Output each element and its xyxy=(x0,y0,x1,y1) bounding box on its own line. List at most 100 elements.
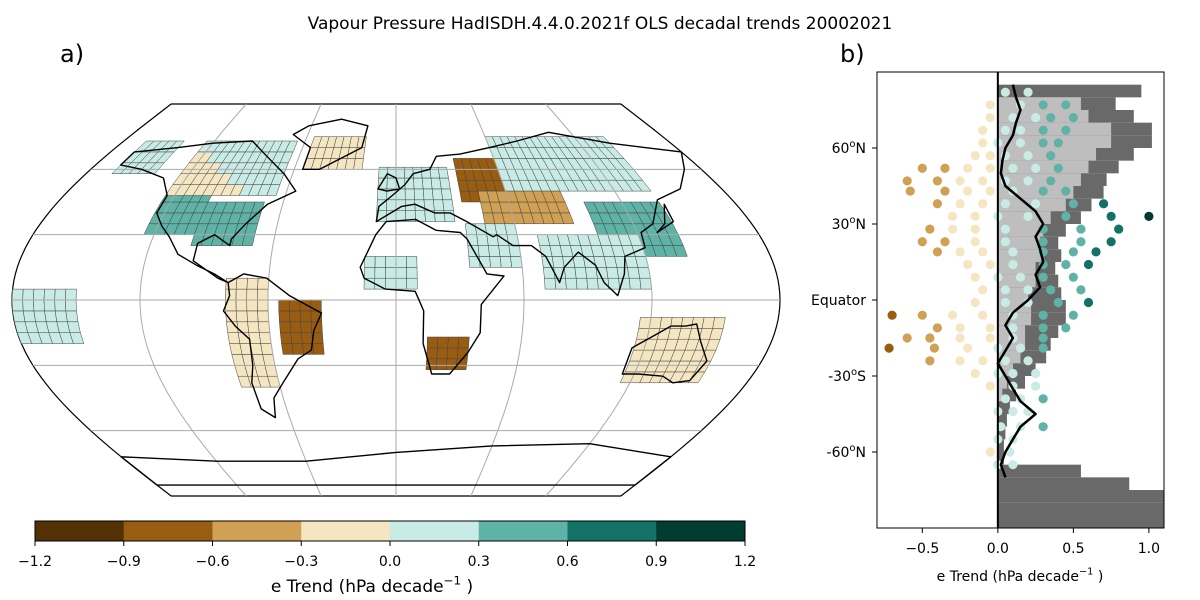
trend-point xyxy=(1031,163,1041,173)
map-cell xyxy=(439,177,451,190)
trend-point xyxy=(1038,125,1048,135)
trend-point xyxy=(1068,310,1078,320)
trend-point xyxy=(1015,125,1026,135)
trend-point xyxy=(978,138,988,148)
trend-point xyxy=(985,447,995,457)
trend-point xyxy=(1061,186,1071,196)
coverage-bar-total xyxy=(997,464,1081,478)
trend-point xyxy=(925,356,935,366)
map-cell xyxy=(363,267,376,279)
map-cell xyxy=(575,277,588,290)
map-cell xyxy=(476,234,489,246)
map-cell xyxy=(477,245,490,257)
trend-point xyxy=(1031,368,1041,379)
map-cell xyxy=(499,256,512,268)
map-cell xyxy=(257,310,270,323)
map-cell xyxy=(235,299,248,312)
trend-point xyxy=(985,100,995,110)
map-cell xyxy=(257,277,270,290)
map-cell xyxy=(498,245,511,257)
coastline xyxy=(359,218,505,375)
trend-point xyxy=(1061,259,1071,270)
trend-point xyxy=(978,176,988,186)
trend-point xyxy=(978,125,988,135)
coverage-bar-total xyxy=(997,490,1164,503)
colorbar-segment xyxy=(212,521,302,541)
trend-point xyxy=(1061,323,1071,333)
trend-point xyxy=(1000,297,1010,308)
map-cell xyxy=(395,267,407,279)
map-cell xyxy=(235,310,248,323)
trend-point xyxy=(1038,343,1048,353)
colorbar-segment xyxy=(123,521,213,541)
trend-point xyxy=(1106,237,1116,247)
trend-point xyxy=(932,176,943,186)
zonal-trend-plot: −0.5 0.0 0.5 1.0 e Trend (hPa decade−1 ) 60oN… xyxy=(811,71,1165,585)
trend-point xyxy=(1091,247,1101,257)
map-cell xyxy=(65,310,79,323)
coverage-bar-observed xyxy=(997,274,1036,288)
trend-point xyxy=(978,356,988,366)
map-cell xyxy=(280,332,293,344)
trend-point xyxy=(1114,224,1124,234)
trend-point xyxy=(978,199,988,209)
trend-point xyxy=(1068,247,1078,257)
trend-point xyxy=(970,297,980,308)
map-cell xyxy=(385,256,397,268)
trend-point xyxy=(1000,199,1010,209)
trend-point xyxy=(1000,87,1010,97)
trend-point xyxy=(1061,125,1071,135)
trend-point xyxy=(985,151,995,161)
map-cell xyxy=(386,177,397,190)
map-region xyxy=(477,190,575,225)
trend-point xyxy=(884,343,894,353)
trend-point xyxy=(1038,422,1048,432)
map-cell xyxy=(385,277,397,290)
colorbar: −1.2 −0.9 −0.6 −0.3 0.0 0.3 0.6 0.9 1.2 e Trend (… xyxy=(18,520,756,597)
trend-point xyxy=(925,224,935,234)
map-cell xyxy=(236,321,249,333)
coverage-bar-observed xyxy=(997,122,1112,136)
map-cell xyxy=(246,310,259,323)
map-cell xyxy=(364,256,376,268)
map-cell xyxy=(278,310,291,323)
trend-point xyxy=(1008,323,1018,333)
map-cell xyxy=(464,223,477,235)
map-cell xyxy=(406,277,418,290)
coastline xyxy=(377,173,401,192)
map-cell xyxy=(426,336,439,349)
colorbar-segment xyxy=(35,521,125,541)
map-cell xyxy=(43,288,56,301)
trend-point xyxy=(985,381,995,391)
trend-point xyxy=(970,368,980,379)
x-axis-label-end: ) xyxy=(1093,569,1103,585)
map-cell xyxy=(374,256,386,268)
trend-point xyxy=(1098,199,1109,209)
colorbar-segment xyxy=(656,521,746,541)
map-cell xyxy=(385,267,397,279)
trend-point xyxy=(1061,211,1071,221)
map-cell xyxy=(446,347,459,360)
trend-point xyxy=(925,333,935,343)
trend-point xyxy=(955,247,965,257)
map-cell xyxy=(564,267,577,279)
map-cell xyxy=(386,199,397,211)
map-cell xyxy=(404,166,414,179)
trend-point xyxy=(970,211,980,221)
coastline xyxy=(375,131,686,297)
trend-point xyxy=(955,199,965,209)
map-cell xyxy=(433,199,445,211)
trend-point xyxy=(1008,113,1018,123)
map-cell xyxy=(374,277,386,290)
map-cell xyxy=(279,321,292,333)
trend-point xyxy=(963,259,973,270)
trend-point xyxy=(985,333,995,343)
map-cell xyxy=(457,336,470,349)
map-cell xyxy=(363,277,376,290)
map-cell xyxy=(257,288,269,301)
colorbar-label-end: ) xyxy=(461,577,473,597)
map-region xyxy=(619,317,726,384)
map-cell xyxy=(300,321,313,333)
trend-point xyxy=(932,323,943,333)
